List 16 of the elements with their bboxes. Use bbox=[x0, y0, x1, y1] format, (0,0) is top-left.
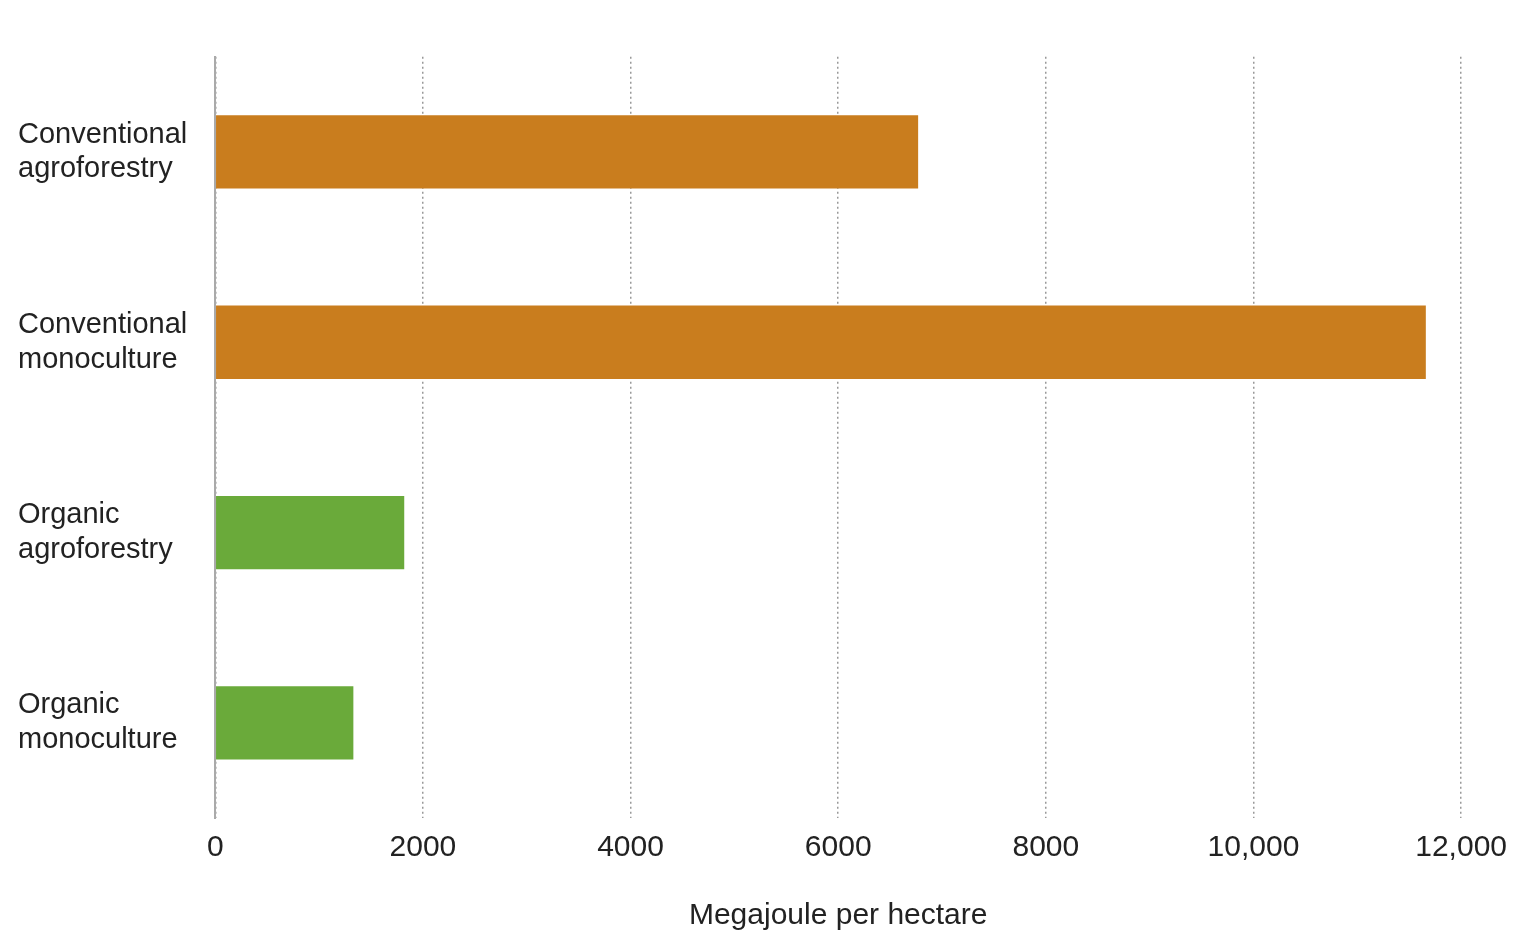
bar bbox=[216, 305, 1426, 379]
x-tick-label: 12,000 bbox=[1415, 829, 1507, 863]
y-tick-label: Organic monoculture bbox=[18, 687, 178, 755]
bar bbox=[216, 115, 919, 189]
x-tick-label: 0 bbox=[206, 829, 224, 863]
bar bbox=[216, 686, 354, 760]
x-tick-label: 4000 bbox=[597, 829, 664, 863]
x-axis-title: Megajoule per hectare bbox=[688, 897, 988, 931]
y-tick-label: Organic agroforestry bbox=[18, 497, 174, 564]
x-tick-label: 8000 bbox=[1012, 829, 1080, 863]
x-tick-label: 2000 bbox=[389, 829, 457, 863]
y-tick-label: Conventional monoculture bbox=[18, 306, 188, 374]
x-tick-label: 10,000 bbox=[1207, 829, 1300, 863]
bar bbox=[216, 495, 405, 570]
y-tick-label: Conventional agroforestry bbox=[18, 116, 188, 184]
x-tick-label: 6000 bbox=[804, 829, 872, 863]
